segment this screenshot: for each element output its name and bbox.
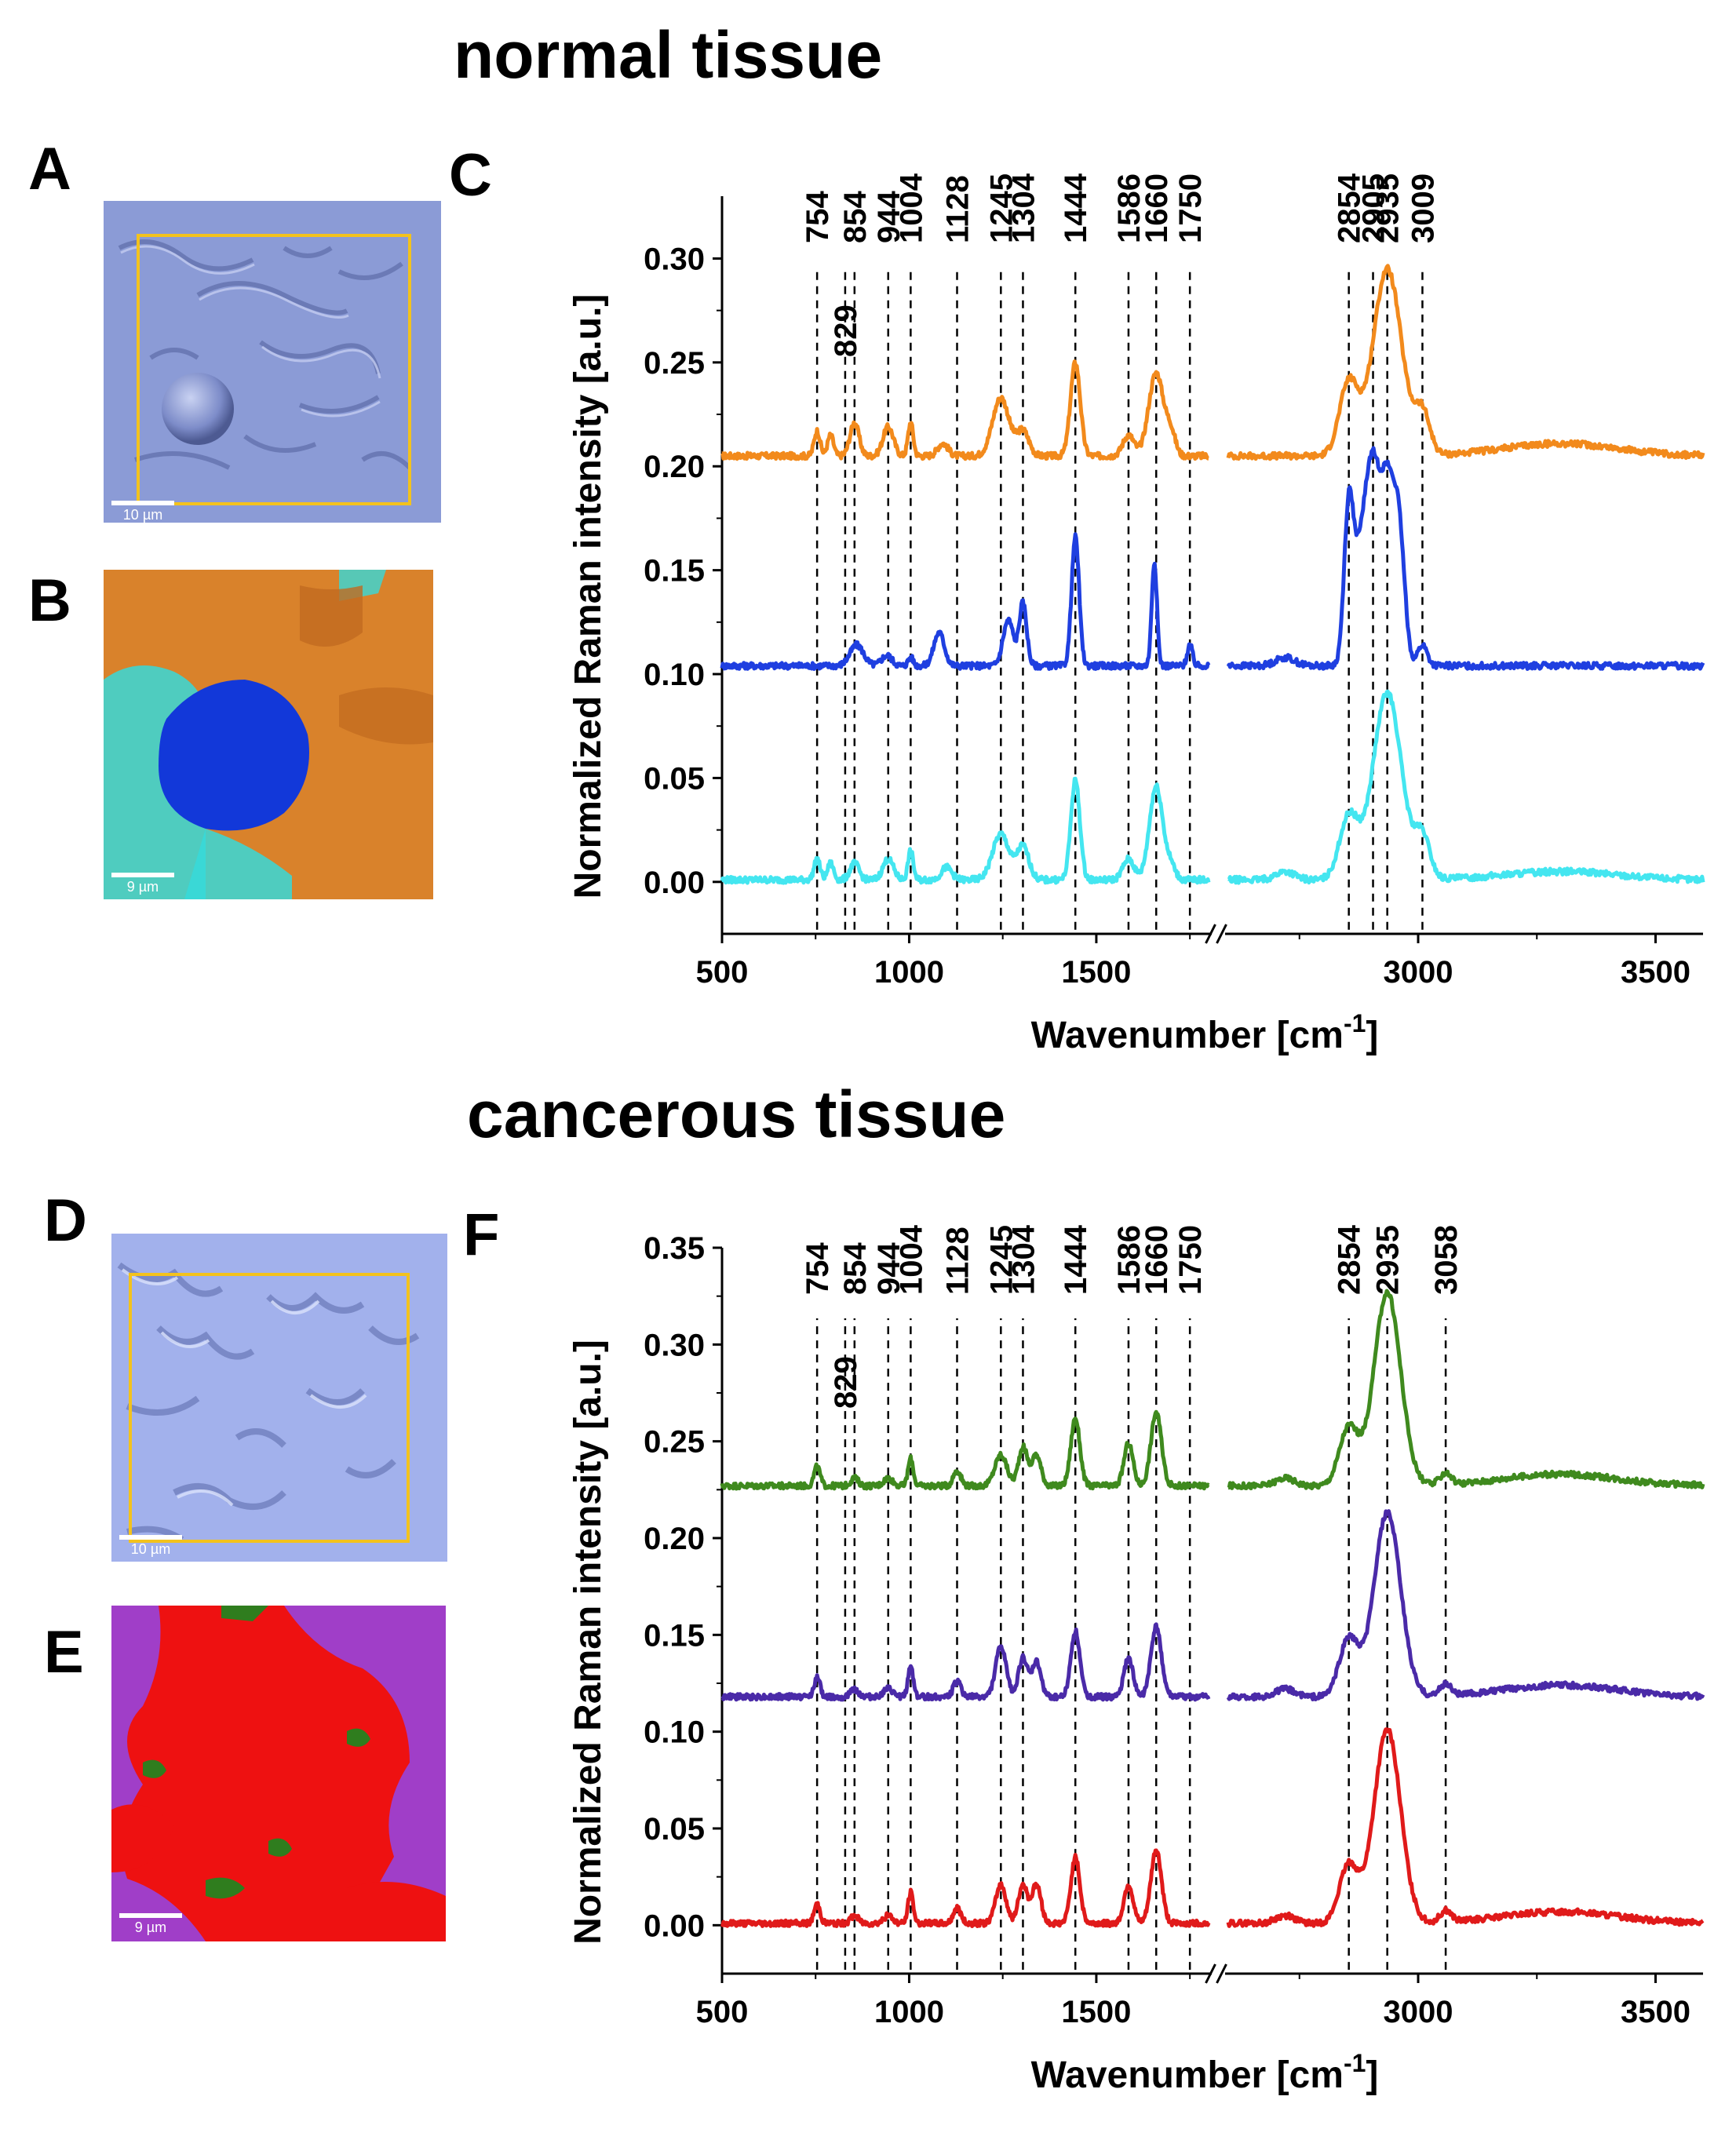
cluster-map-cancer: 9 µm	[111, 1606, 446, 1941]
chart-c-y-tick-label: 0.10	[644, 658, 705, 692]
chart-f-x-axis-label: Wavenumber [cm-1]	[1031, 2049, 1379, 2096]
chart-c-y-tick-label: 0.30	[644, 242, 705, 276]
chart-f: 0.00 0.05 0.10 0.15 0.20 0.25 0.30 0.35 500 1000 1…	[567, 1224, 1705, 2096]
chart-f-x-tick-label: 1000	[874, 1995, 944, 2029]
chart-f-series-1-segment-0	[720, 1622, 1211, 1702]
chart-f-peak-label: 1245	[984, 1225, 1019, 1295]
chart-c-peak-label: 1750	[1173, 173, 1208, 243]
chart-f-peak-label: 2854	[1333, 1224, 1367, 1295]
chart-c-peak-label: 2935	[1371, 173, 1406, 243]
chart-c-series-0-segment-0	[720, 359, 1210, 461]
chart-c-peak-label: 1004	[894, 173, 928, 243]
chart-f-y-tick-label: 0.10	[644, 1715, 705, 1750]
chart-c-peak-label: 1304	[1006, 173, 1041, 243]
chart-c-peak-label: 1245	[984, 173, 1019, 243]
scale-bar-b: 9 µm	[111, 873, 174, 895]
chart-f-peak-label: 3058	[1429, 1225, 1464, 1295]
chart-c-y-tick-label: 0.05	[644, 761, 705, 796]
chart-f-y-tick-label: 0.25	[644, 1425, 705, 1460]
chart-c-y-tick-label: 0.20	[644, 450, 705, 484]
cluster-map-cancer-svg	[111, 1606, 446, 1941]
chart-c-peak-label: 1128	[941, 175, 976, 243]
chart-c-y-tick-label: 0.00	[644, 866, 705, 900]
chart-c-series-1-segment-1	[1226, 446, 1705, 671]
chart-f-y-tick-label: 0.05	[644, 1812, 705, 1847]
chart-c: 0.00 0.05 0.10 0.15 0.20 0.25 0.30 500 1000 1500 3…	[567, 173, 1705, 1056]
chart-f-x-tick-label: 500	[696, 1995, 749, 2029]
chart-c-series-2-segment-1	[1227, 689, 1705, 885]
chart-f-y-axis-label: Normalized Raman intensity [a.u.]	[567, 1340, 609, 1945]
roi-frame-cancer	[129, 1273, 410, 1543]
chart-c-peak-label: 2905	[1357, 173, 1391, 243]
panel-label-f: F	[463, 1201, 500, 1268]
chart-c-peak-label: 3009	[1406, 173, 1440, 243]
chart-f-peak-label: 854	[838, 1242, 873, 1295]
chart-c-x-tick-label: 1500	[1061, 955, 1131, 990]
chart-c-peak-label: 754	[801, 191, 835, 243]
chart-c-peak-label: 1660	[1140, 173, 1174, 243]
cluster-map-normal-svg	[104, 570, 433, 899]
scale-bar-d: 10 µm	[119, 1535, 182, 1558]
chart-f-x-tick-label: 1500	[1061, 1995, 1131, 2029]
chart-f-y-tick-label: 0.30	[644, 1328, 705, 1362]
panel-label-b: B	[28, 567, 71, 634]
scale-bar-e: 9 µm	[119, 1913, 182, 1936]
chart-c-peak-label: 2854	[1333, 173, 1367, 243]
chart-f-axis-break	[1205, 1963, 1227, 1984]
chart-c-series-1-segment-0	[720, 532, 1211, 671]
chart-f-y-tick-label: 0.15	[644, 1618, 705, 1653]
chart-f-peak-label-low: 829	[829, 1356, 863, 1409]
chart-f-series-0-segment-1	[1227, 1289, 1705, 1491]
chart-f-y-tick-label: 0.35	[644, 1231, 705, 1266]
chart-c-peak-label: 854	[838, 191, 873, 243]
chart-c-y-tick-label: 0.25	[644, 346, 705, 381]
chart-c-x-tick-label: 1000	[874, 955, 944, 990]
chart-c-peak-label: 944	[872, 191, 906, 243]
title-cancerous-tissue: cancerous tissue	[467, 1077, 1006, 1151]
title-normal-tissue: normal tissue	[454, 18, 883, 92]
chart-f-series-1-segment-1	[1226, 1509, 1705, 1702]
chart-c-y-tick-label: 0.15	[644, 554, 705, 589]
chart-f-series-0-segment-0	[720, 1409, 1210, 1491]
chart-c-y-axis-label: Normalized Raman intensity [a.u.]	[567, 294, 609, 899]
chart-c-series-0-segment-1	[1226, 264, 1705, 461]
chart-c-peak-label: 1444	[1059, 173, 1093, 243]
chart-f-peak-label: 1304	[1006, 1224, 1041, 1295]
chart-c-x-tick-label: 500	[696, 955, 749, 990]
chart-c-axis-break	[1205, 924, 1227, 944]
panel-label-e: E	[44, 1619, 84, 1686]
microscope-image-cancer: 10 µm	[111, 1234, 447, 1562]
roi-frame-normal	[137, 234, 411, 505]
chart-f-y-tick-label: 0.20	[644, 1522, 705, 1556]
chart-c-x-tick-label: 3500	[1621, 955, 1690, 990]
chart-f-peak-label: 754	[801, 1242, 835, 1295]
chart-c-x-axis-label: Wavenumber [cm-1]	[1031, 1009, 1379, 1056]
chart-f-y-tick-label: 0.00	[644, 1909, 705, 1943]
chart-f-x-tick-label: 3500	[1621, 1995, 1690, 2029]
chart-c-peak-label: 1586	[1112, 173, 1147, 243]
chart-c-peak-label-low: 829	[829, 304, 863, 357]
chart-f-peak-label: 1586	[1112, 1225, 1147, 1295]
chart-f-peak-label: 1128	[941, 1227, 976, 1295]
panel-label-a: A	[28, 136, 71, 202]
texture-normal	[118, 239, 412, 470]
chart-f-peak-label: 1444	[1059, 1224, 1093, 1295]
chart-f-peak-label: 2935	[1371, 1225, 1406, 1295]
chart-f-peak-label: 1660	[1140, 1225, 1174, 1295]
chart-c-series-2-segment-0	[720, 776, 1211, 885]
chart-f-peak-label: 944	[872, 1242, 906, 1295]
chart-f-x-tick-label: 3000	[1384, 1995, 1453, 2029]
cluster-map-normal: 9 µm	[104, 570, 433, 899]
panel-label-d: D	[44, 1187, 87, 1254]
chart-f-series-2-segment-1	[1226, 1727, 1705, 1928]
panel-label-c: C	[449, 142, 492, 209]
chart-f-peak-label: 1750	[1173, 1225, 1208, 1295]
scale-bar-a: 10 µm	[111, 501, 174, 523]
chart-f-series-2-segment-0	[720, 1848, 1211, 1928]
microscope-image-normal: 10 µm	[104, 201, 441, 523]
chart-f-peak-label: 1004	[894, 1224, 928, 1295]
chart-c-x-tick-label: 3000	[1384, 955, 1453, 990]
